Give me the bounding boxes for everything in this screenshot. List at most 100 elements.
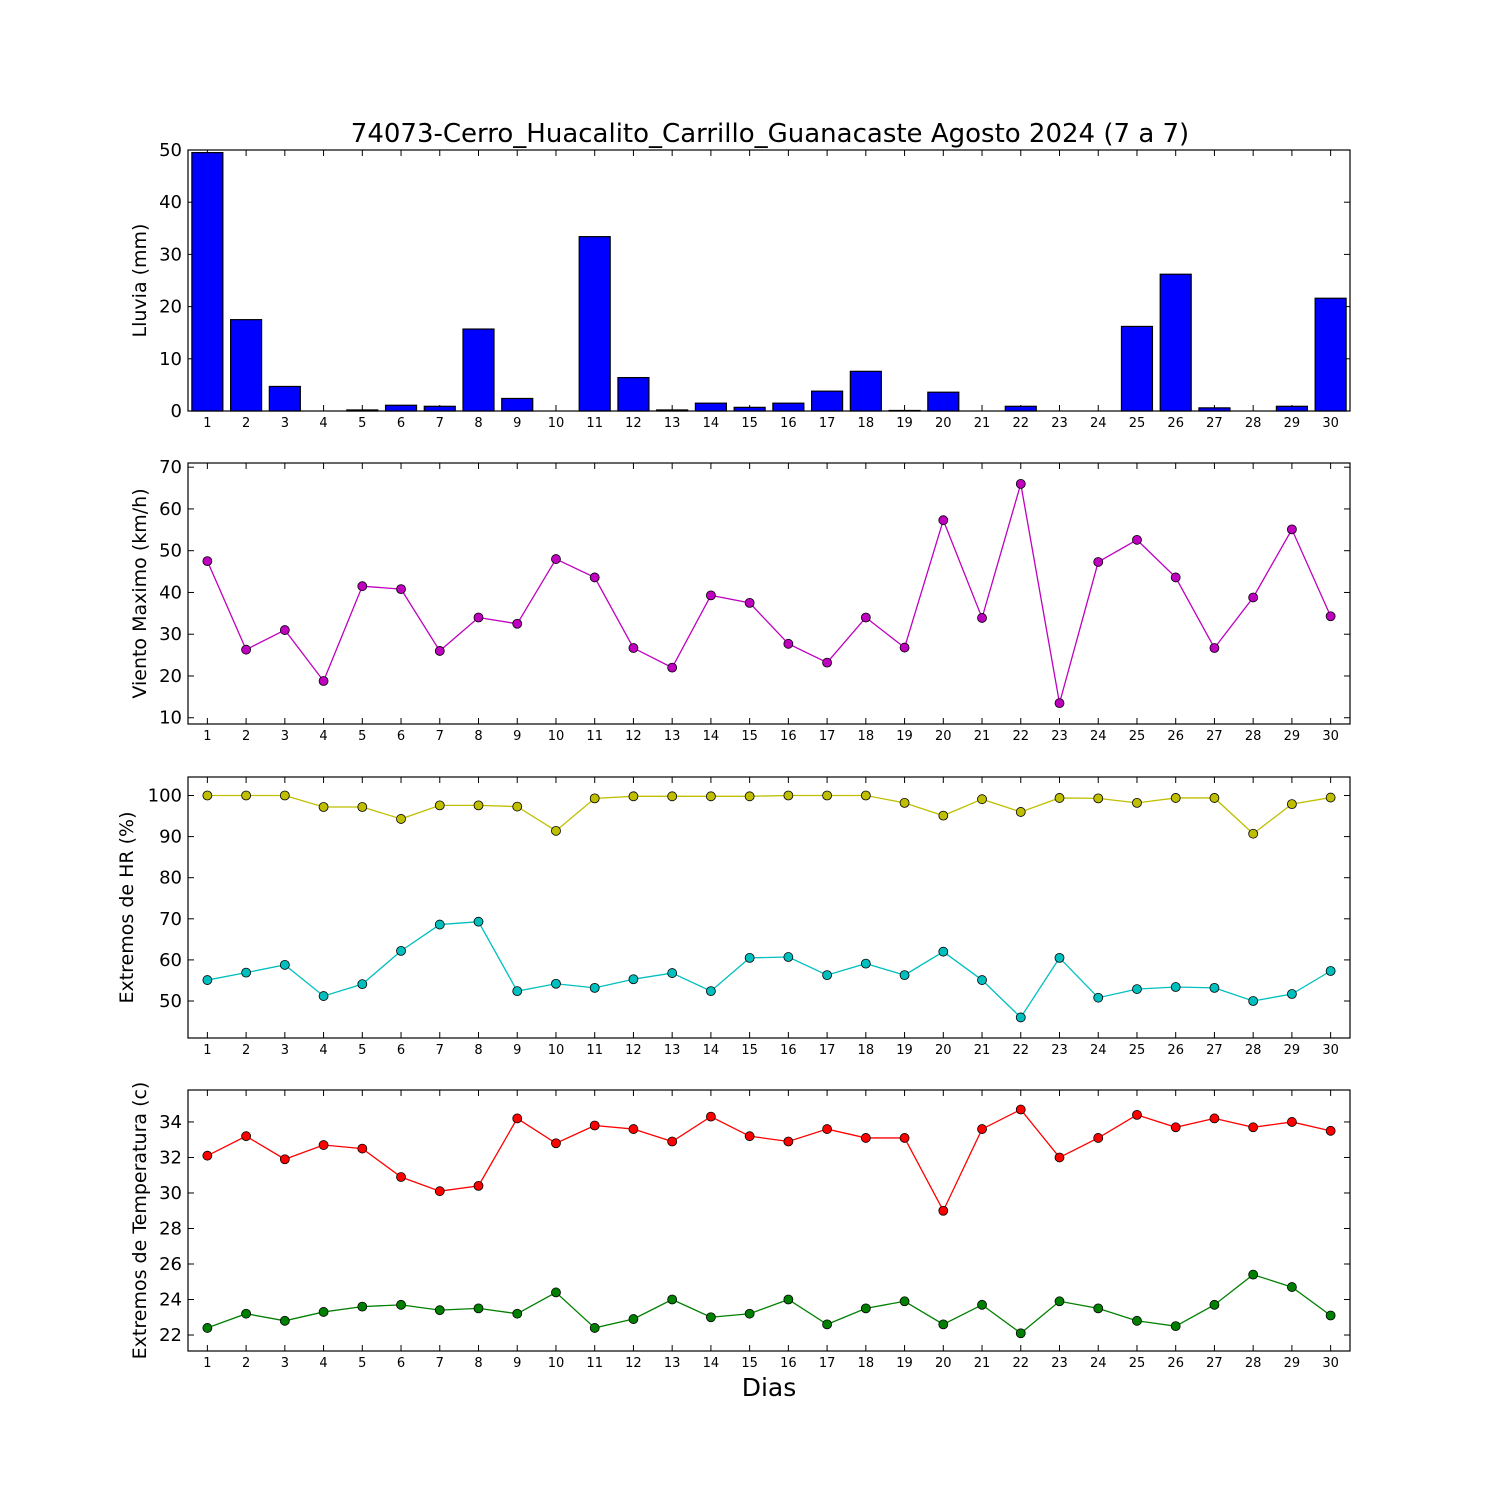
series-line-2	[207, 921, 1331, 1019]
data-point	[744, 791, 755, 802]
data-point	[434, 800, 445, 811]
x-tick-label: 28	[1245, 1356, 1262, 1371]
data-point	[822, 657, 832, 668]
y-tick-label: 40	[159, 582, 182, 603]
data-point	[1325, 1310, 1336, 1321]
x-tick-label: 16	[780, 729, 797, 744]
data-point	[396, 584, 406, 595]
x-tick-label: 2	[242, 729, 250, 744]
x-tick-label: 30	[1322, 729, 1339, 744]
chart-title: 74073-Cerro_Huacalito_Carrillo_Guanacast…	[351, 119, 1189, 149]
data-point	[1325, 966, 1336, 976]
data-point	[1287, 524, 1297, 535]
data-point	[1325, 792, 1336, 803]
x-tick-label: 29	[1284, 1043, 1301, 1058]
x-tick-label: 1	[203, 729, 211, 744]
x-tick-label: 25	[1129, 416, 1146, 431]
data-point	[241, 790, 252, 801]
rain-bar	[268, 385, 301, 412]
x-tick-label: 17	[819, 1356, 836, 1371]
x-tick-label: 29	[1284, 416, 1301, 431]
data-point	[860, 790, 871, 801]
x-tick-label: 15	[741, 1356, 758, 1371]
data-point	[473, 916, 484, 927]
rain-bar	[191, 152, 224, 412]
data-point	[822, 1124, 832, 1134]
data-point	[1054, 1152, 1065, 1163]
data-point	[628, 643, 639, 653]
data-point	[1287, 989, 1297, 999]
y-tick-label: 50	[159, 541, 182, 562]
data-point	[1015, 1104, 1026, 1115]
x-tick-label: 17	[819, 416, 836, 431]
data-point	[1287, 799, 1297, 810]
data-point	[744, 597, 755, 608]
series-line-1	[206, 483, 1332, 704]
data-point	[434, 1305, 445, 1316]
data-point	[1015, 1328, 1026, 1339]
rain-bar	[1275, 405, 1308, 412]
x-tick-label: 24	[1090, 1043, 1107, 1058]
x-tick-label: 14	[703, 1043, 720, 1058]
data-point	[1132, 797, 1142, 808]
data-point	[279, 959, 290, 970]
rain-bar	[733, 406, 766, 412]
data-point	[628, 974, 639, 985]
x-tick-label: 5	[358, 1043, 366, 1058]
data-point	[783, 638, 794, 649]
rain-bar	[811, 390, 844, 412]
rain-bar	[772, 402, 805, 412]
data-point	[1170, 572, 1181, 583]
x-tick-label: 11	[586, 416, 603, 431]
data-point	[628, 791, 639, 802]
y-tick-label: 20	[159, 297, 182, 318]
y-tick-label: 90	[159, 827, 182, 848]
data-point	[1132, 984, 1142, 994]
x-tick-label: 12	[625, 416, 642, 431]
y-tick-label: 10	[159, 708, 182, 729]
x-tick-label: 15	[741, 416, 758, 431]
x-tick-label: 19	[896, 1043, 913, 1058]
x-tick-label: 18	[858, 729, 875, 744]
data-point	[667, 791, 678, 802]
data-point	[202, 790, 213, 801]
data-point	[706, 590, 716, 601]
data-point	[1015, 807, 1026, 817]
x-tick-label: 23	[1051, 1356, 1068, 1371]
x-tick-label: 30	[1322, 416, 1339, 431]
data-point	[860, 958, 871, 969]
x-tick-label: 6	[397, 416, 405, 431]
y-axis-label: Lluvia (mm)	[129, 224, 151, 338]
data-point	[667, 662, 678, 673]
x-tick-label: 10	[548, 1356, 565, 1371]
x-tick-label: 13	[664, 1356, 681, 1371]
data-point	[473, 800, 484, 811]
x-tick-label: 29	[1284, 729, 1301, 744]
data-point	[318, 991, 329, 1001]
rain-bar	[617, 376, 650, 412]
data-point	[977, 794, 987, 805]
x-tick-label: 22	[1012, 1356, 1029, 1371]
data-point	[241, 967, 252, 978]
data-point	[202, 1150, 213, 1161]
rain-bar	[1198, 407, 1231, 412]
x-tick-label: 20	[935, 1356, 952, 1371]
y-tick-label: 50	[159, 991, 182, 1012]
data-point	[977, 975, 987, 985]
data-point	[589, 793, 600, 804]
data-point	[512, 801, 523, 812]
x-tick-label: 21	[974, 1356, 991, 1371]
rain-bar	[1314, 297, 1347, 412]
x-tick-label: 4	[319, 416, 327, 431]
data-point	[589, 1120, 600, 1131]
data-point	[938, 810, 949, 821]
data-point	[1054, 1296, 1065, 1307]
data-point	[706, 986, 716, 997]
x-tick-label: 22	[1012, 1043, 1029, 1058]
data-point	[396, 1299, 406, 1310]
data-point	[1209, 643, 1220, 653]
x-tick-label: 8	[474, 729, 482, 744]
data-point	[1287, 1117, 1297, 1127]
x-tick-label: 7	[436, 1356, 444, 1371]
